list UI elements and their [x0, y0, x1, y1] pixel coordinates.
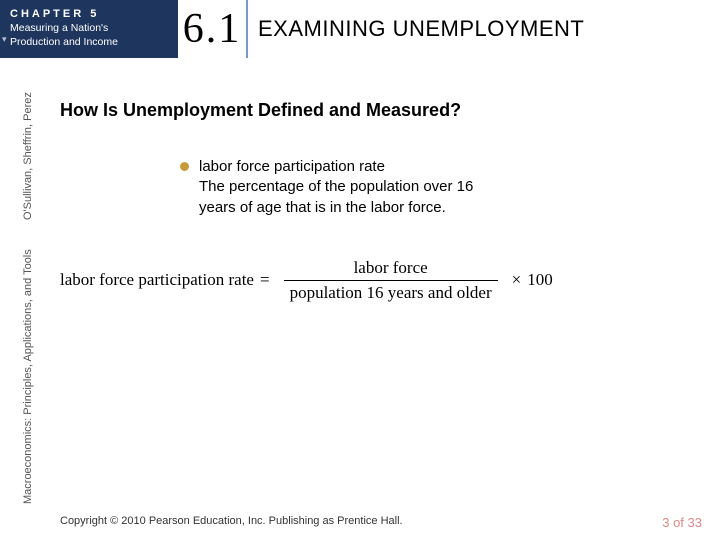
numerator: labor force	[338, 258, 444, 280]
equals-sign: =	[260, 270, 270, 290]
heading-question: How Is Unemployment Defined and Measured…	[60, 100, 700, 121]
formula: labor force participation rate = labor f…	[60, 258, 700, 303]
section-title: EXAMINING UNEMPLOYMENT	[258, 16, 584, 42]
times-sign: ×	[512, 270, 522, 290]
content-area: How Is Unemployment Defined and Measured…	[60, 100, 700, 303]
footer: Copyright © 2010 Pearson Education, Inc.…	[60, 515, 702, 530]
page-number: 3 of 33	[662, 515, 702, 530]
bullet-item: labor force participation rate The perce…	[180, 157, 700, 218]
authors-vertical: O'Sullivan, Sheffrin, Perez	[22, 92, 34, 220]
copyright: Copyright © 2010 Pearson Education, Inc.…	[60, 515, 403, 530]
bullet-text: labor force participation rate The perce…	[199, 157, 509, 218]
fraction: labor force population 16 years and olde…	[284, 258, 498, 303]
definition: The percentage of the population over 16…	[199, 178, 473, 215]
section-number-box: 6.1	[178, 0, 248, 58]
chapter-box: CHAPTER 5 ▾ Measuring a Nation's Product…	[0, 0, 178, 58]
term: labor force participation rate	[199, 158, 385, 175]
bullet-icon	[180, 162, 189, 171]
formula-rhs: 100	[527, 270, 553, 290]
sidebar: Macroeconomics: Principles, Applications…	[0, 58, 28, 508]
slide-header: CHAPTER 5 ▾ Measuring a Nation's Product…	[0, 0, 720, 58]
chapter-label: CHAPTER 5	[10, 8, 178, 20]
denominator: population 16 years and older	[284, 281, 498, 303]
section-number: 6.1	[183, 5, 242, 53]
chevron-down-icon: ▾	[2, 34, 7, 45]
formula-lhs: labor force participation rate	[60, 270, 254, 290]
section-title-box: EXAMINING UNEMPLOYMENT	[248, 0, 720, 58]
chapter-subtitle: Measuring a Nation's Production and Inco…	[10, 22, 178, 49]
book-title-vertical: Macroeconomics: Principles, Applications…	[22, 249, 34, 504]
